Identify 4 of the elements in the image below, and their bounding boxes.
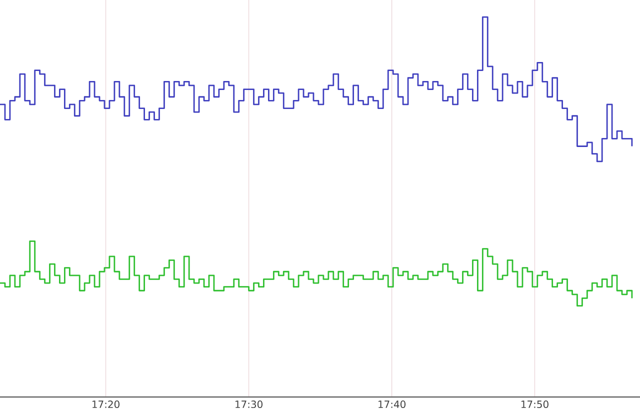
x-tick-label: 17:40	[378, 400, 406, 408]
x-tick-label: 17:20	[92, 400, 120, 408]
x-tick-label: 17:30	[236, 400, 262, 408]
x-tick-label: 17:50	[521, 400, 548, 408]
